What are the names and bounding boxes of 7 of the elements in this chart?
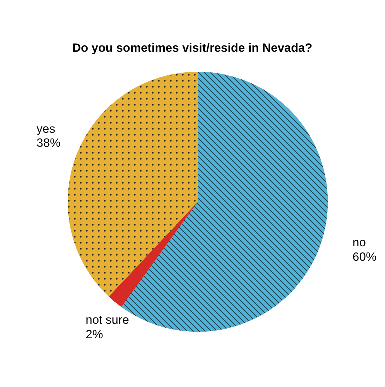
data-label: 38% <box>36 136 62 150</box>
slice-label: not sure <box>86 313 130 328</box>
slice-label: yes <box>36 122 56 136</box>
data-label: 60% <box>352 250 378 264</box>
slice-label: no <box>352 236 366 250</box>
data-label: 2% <box>86 327 104 342</box>
chart-title: Do you sometimes visit/reside in Nevada? <box>72 41 313 55</box>
